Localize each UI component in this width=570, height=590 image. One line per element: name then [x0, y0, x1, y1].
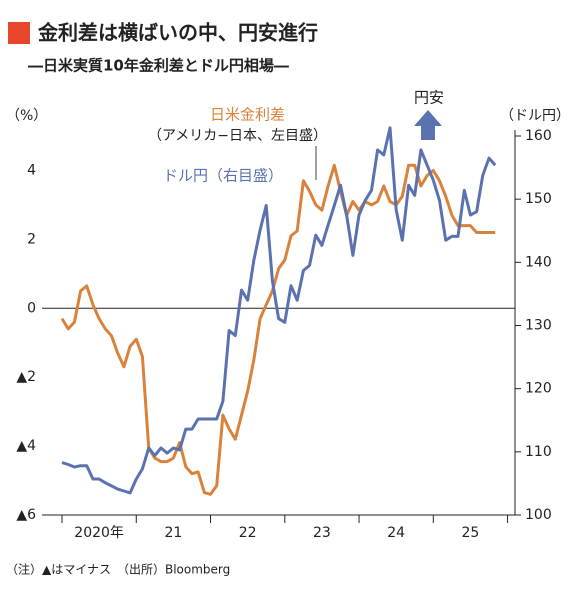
x-tick-label: 2020年	[74, 525, 124, 541]
annotation: （アメリカ−日本、左目盛）	[148, 128, 327, 144]
y2-tick-label: 150	[525, 191, 552, 207]
y-tick-label: ▲4	[16, 438, 36, 454]
x-tick-label: 25	[462, 525, 480, 541]
y2-tick-label: 130	[525, 318, 552, 334]
arrow	[414, 110, 442, 140]
y2-axis-label: （ドル円）	[500, 108, 570, 124]
y-tick-label: 0	[27, 300, 36, 316]
y-tick-label: ▲6	[16, 507, 36, 523]
chart-subtitle: ―日米実質10年金利差とドル円相場―	[28, 57, 289, 75]
y2-tick-label: 140	[525, 254, 552, 270]
footnote: （注）▲はマイナス （出所）Bloomberg	[6, 562, 230, 577]
annotation: ドル円（右目盛）	[163, 167, 283, 185]
x-tick-label: 21	[164, 525, 182, 541]
y2-tick-label: 100	[525, 507, 552, 523]
y-tick-label: 4	[27, 162, 36, 178]
x-tick-label: 22	[239, 525, 257, 541]
x-tick-label: 24	[387, 525, 405, 541]
annotation: 日米金利差	[210, 106, 285, 124]
annotation: 円安	[414, 89, 444, 107]
y2-tick-label: 110	[525, 444, 552, 460]
y-tick-label: ▲2	[16, 369, 36, 385]
y2-tick-label: 160	[525, 128, 552, 144]
x-tick-label: 23	[313, 525, 331, 541]
chart-title: 金利差は横ばいの中、円安進行	[37, 21, 318, 45]
y-axis-label: （%）	[6, 108, 47, 124]
y-tick-label: 2	[27, 231, 36, 247]
y2-tick-label: 120	[525, 381, 552, 397]
title-marker	[8, 22, 30, 44]
series-line	[61, 126, 497, 495]
series-line	[60, 163, 496, 496]
